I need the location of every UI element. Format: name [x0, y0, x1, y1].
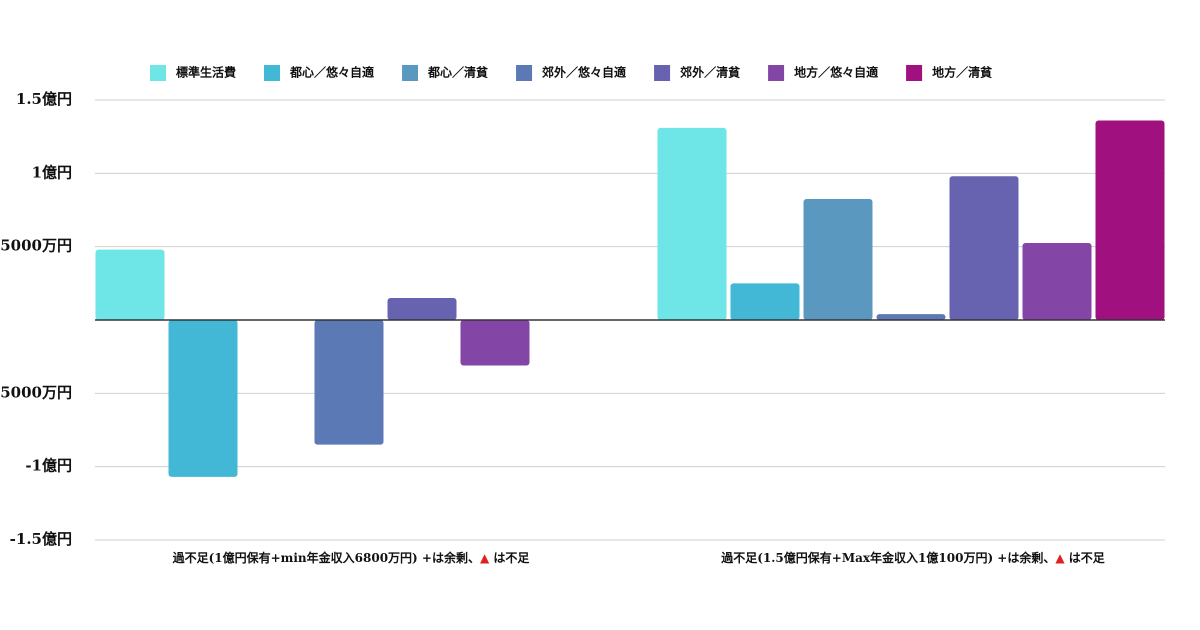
bar [657, 127, 727, 320]
legend-label: 都心／清貧 [427, 65, 488, 80]
legend-swatch [150, 65, 166, 81]
legend-label: 郊外／悠々自適 [542, 65, 626, 80]
legend-label: 標準生活費 [176, 65, 236, 80]
y-tick-label: 1億円 [32, 163, 72, 181]
x-tick-label: 過不足(1.5億円保有+Max年金収入1億100万円) +は余剰、▲ は不足 [720, 550, 1105, 565]
legend-swatch [402, 65, 419, 81]
bar [730, 283, 800, 320]
bar [876, 314, 946, 320]
bar [314, 320, 384, 445]
bar [95, 249, 165, 320]
legend-swatch [516, 65, 533, 81]
legend-swatch [264, 65, 281, 81]
y-tick-label: -1億円 [25, 457, 72, 475]
legend-label: 郊外／清貧 [680, 65, 740, 80]
bar [803, 199, 873, 320]
legend-swatch [906, 65, 923, 81]
bar [168, 320, 238, 477]
legend-label: 都心／悠々自適 [289, 65, 374, 80]
legend-label: 地方／悠々自適 [794, 65, 878, 80]
bar [1022, 243, 1092, 320]
legend-swatch [654, 65, 671, 81]
y-tick-label: 5000万円 [0, 237, 72, 255]
bar [949, 176, 1019, 320]
y-tick-label: 1.5億円 [16, 90, 72, 108]
legend-label: 地方／清貧 [932, 65, 992, 80]
bar [460, 320, 530, 366]
y-tick-label: -5000万円 [0, 383, 72, 401]
bar [387, 298, 457, 320]
y-tick-label: -1.5億円 [10, 530, 72, 548]
legend-swatch [768, 65, 785, 81]
x-tick-label: 過不足(1億円保有+min年金収入6800万円) +は余剰、▲ は不足 [172, 550, 530, 565]
bar [1095, 120, 1165, 321]
